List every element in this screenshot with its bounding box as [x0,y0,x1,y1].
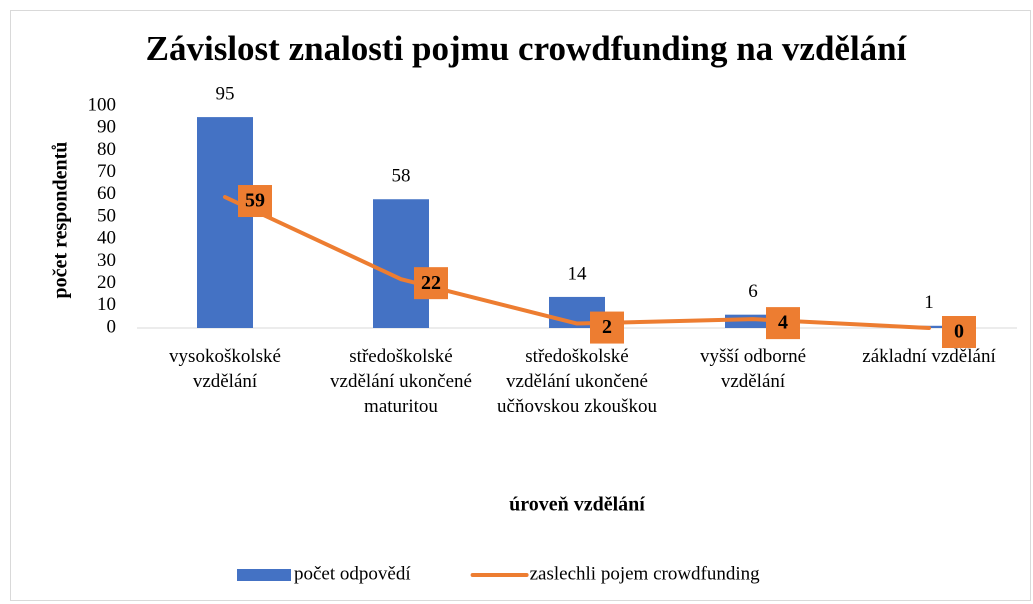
y-tick-label: 30 [97,250,116,271]
line-value-label: 22 [421,272,441,294]
y-tick-label: 10 [97,294,116,315]
x-tick-label: základní vzdělání [862,346,996,367]
line-label-box [238,185,272,218]
bar [373,199,429,328]
line-label-box [414,267,448,300]
bar [197,117,253,328]
y-tick-label: 0 [107,316,117,337]
bar-value-label: 14 [568,263,588,284]
y-tick-label: 80 [97,139,116,160]
x-tick-label: vysokoškolské vzdělání [169,346,281,392]
line-label-box [766,307,800,340]
y-axis-title: počet respondentů [50,142,72,299]
line-value-label: 2 [602,316,612,338]
x-axis-title: úroveň vzdělání [509,494,645,516]
line [223,195,931,330]
y-tick-label: 40 [97,228,116,249]
chart-border [10,10,1031,601]
y-tick-label: 90 [97,117,116,138]
x-tick-label: vyšší odborné vzdělání [699,346,807,392]
legend-label: zaslechli pojem crowdfunding [530,563,761,584]
line-value-label: 4 [778,312,788,334]
x-tick-label: středoškolské vzdělání ukončené učňovsko… [497,346,657,417]
y-tick-label: 100 [88,94,117,115]
legend-label: počet odpovědí [294,563,411,584]
line-label-box [942,316,976,348]
y-tick-label: 70 [97,161,116,182]
y-tick-label: 20 [97,272,116,293]
bar-value-label: 6 [748,281,758,302]
x-tick-label: středoškolské vzdělání ukončené maturito… [330,346,472,417]
bar-value-label: 95 [216,83,235,104]
y-tick-label: 50 [97,205,116,226]
bar-value-label: 58 [392,166,411,187]
line-label-box [590,311,624,344]
chart-title: Závislost znalosti pojmu crowdfunding na… [146,29,908,68]
legend-swatch [237,569,291,581]
bar-value-label: 1 [924,292,934,313]
line-value-label: 59 [245,190,265,212]
y-tick-label: 60 [97,183,116,204]
line-value-label: 0 [954,321,964,343]
